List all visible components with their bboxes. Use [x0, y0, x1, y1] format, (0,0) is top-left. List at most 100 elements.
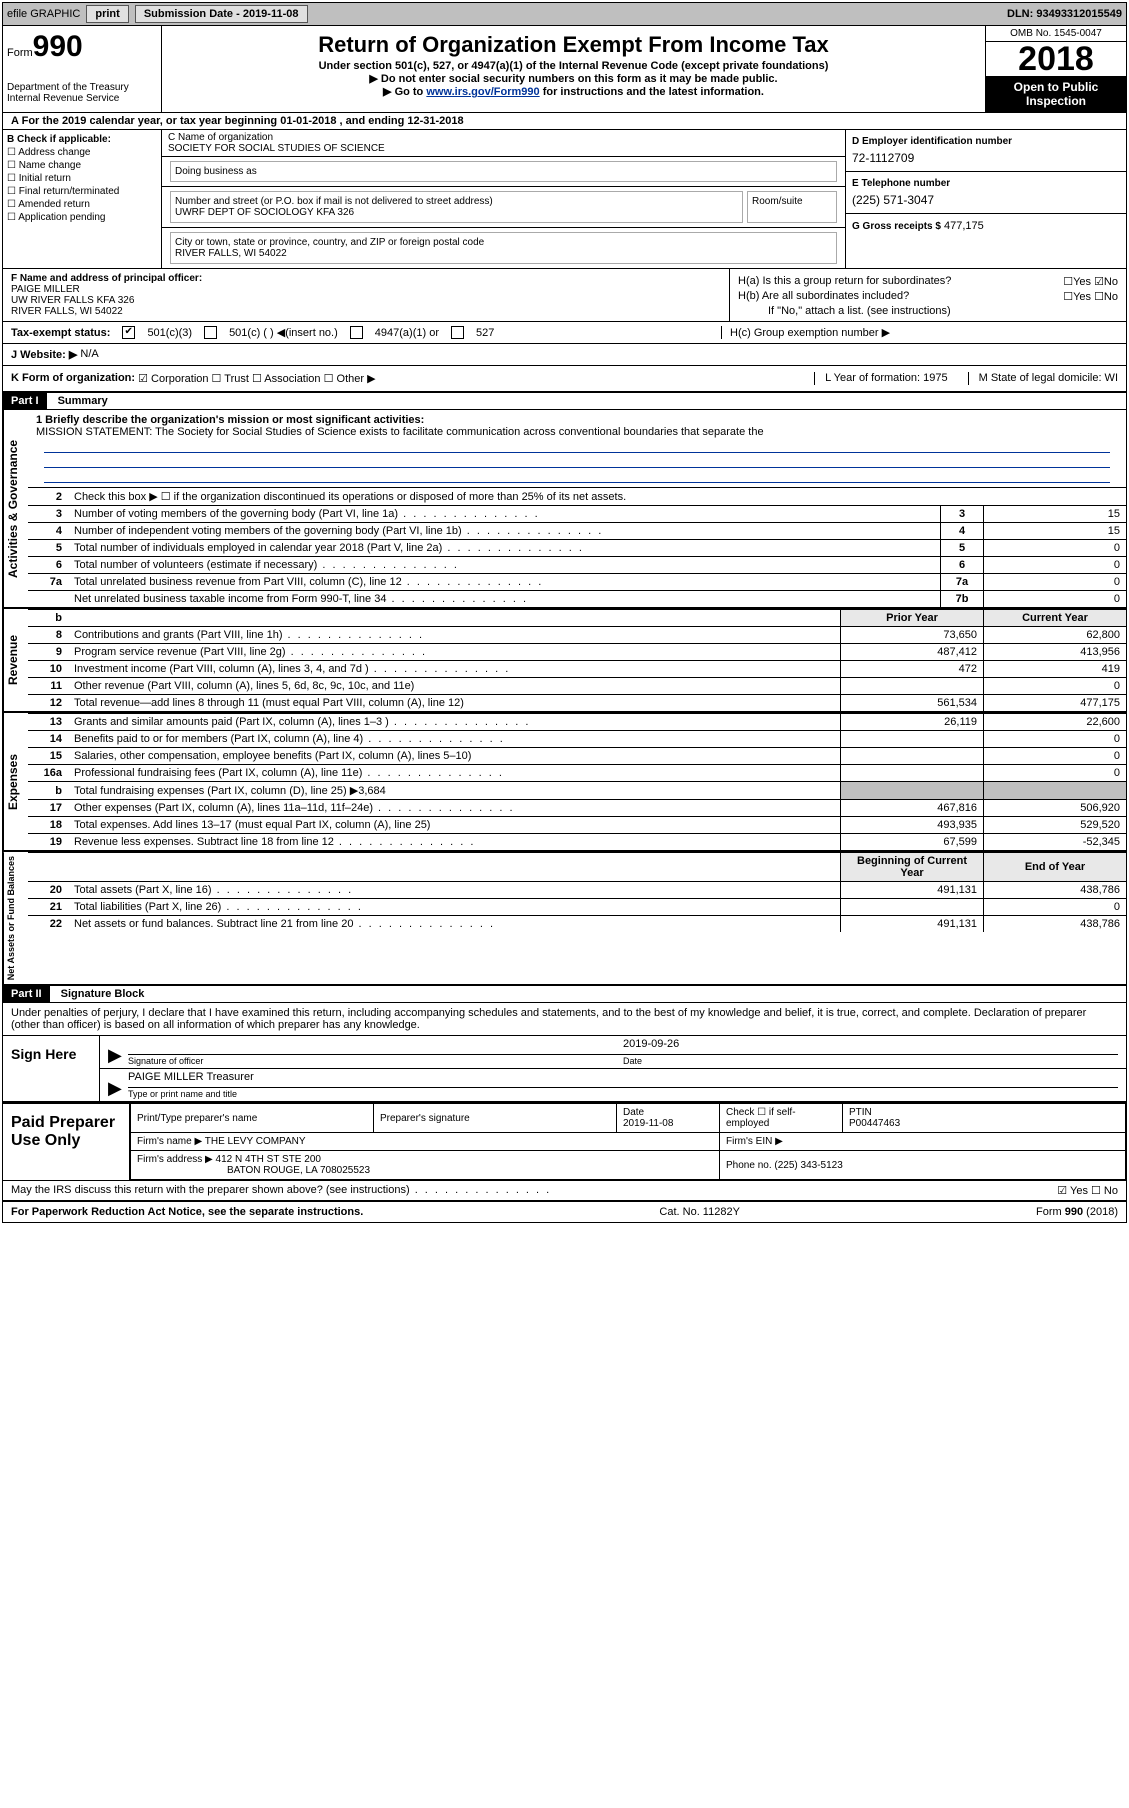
table-row: 6Total number of volunteers (estimate if… [28, 557, 1126, 574]
c-name: SOCIETY FOR SOCIAL STUDIES OF SCIENCE [168, 143, 839, 154]
i-o1: 501(c)(3) [147, 327, 192, 339]
sig-name-label: Type or print name and title [128, 1087, 1118, 1099]
addr-label: Number and street (or P.O. box if mail i… [175, 196, 738, 207]
table-row: 15Salaries, other compensation, employee… [28, 748, 1126, 765]
ha-label: H(a) Is this a group return for subordin… [738, 275, 951, 288]
table-row: 12Total revenue—add lines 8 through 11 (… [28, 695, 1126, 712]
chk-initial[interactable]: Initial return [7, 173, 157, 184]
firm-addr2: BATON ROUGE, LA 708025523 [227, 1165, 370, 1176]
table-row: 20Total assets (Part X, line 16)491,1314… [28, 882, 1126, 899]
rule [44, 438, 1110, 453]
l-year: L Year of formation: 1975 [814, 372, 948, 385]
sign-here: Sign Here [3, 1036, 100, 1101]
prep-date: 2019-11-08 [623, 1118, 673, 1129]
subtitle-2: ▶ Do not enter social security numbers o… [166, 72, 981, 85]
chk-501c3[interactable] [122, 326, 135, 339]
hc-label: H(c) Group exemption number ▶ [721, 326, 1118, 339]
table-row: 17Other expenses (Part IX, column (A), l… [28, 800, 1126, 817]
addr: UWRF DEPT OF SOCIOLOGY KFA 326 [175, 207, 738, 218]
footer-left: For Paperwork Reduction Act Notice, see … [11, 1206, 363, 1218]
sig-officer-label: Signature of officer [128, 1054, 623, 1066]
k-label: K Form of organization: [11, 372, 135, 385]
table-row: 19Revenue less expenses. Subtract line 1… [28, 834, 1126, 851]
table-row: 8Contributions and grants (Part VIII, li… [28, 627, 1126, 644]
ein-label: Firm's EIN ▶ [720, 1133, 1126, 1151]
dba-label: Doing business as [170, 161, 837, 182]
part1-title: Summary [50, 393, 116, 409]
e-label: E Telephone number [852, 178, 1120, 189]
print-button[interactable]: print [86, 5, 128, 23]
i-o4: 527 [476, 327, 494, 339]
table-row: 14Benefits paid to or for members (Part … [28, 731, 1126, 748]
table-row: 16aProfessional fundraising fees (Part I… [28, 765, 1126, 782]
col-prior: Prior Year [841, 610, 984, 627]
submission-date: Submission Date - 2019-11-08 [135, 5, 308, 23]
may-discuss: May the IRS discuss this return with the… [11, 1184, 551, 1197]
footer-right: Form 990 (2018) [1036, 1206, 1118, 1218]
city: RIVER FALLS, WI 54022 [175, 248, 832, 259]
part1-hdr: Part I [3, 393, 47, 409]
hb-yesno: ☐Yes ☐No [1063, 290, 1118, 303]
chk-pending[interactable]: Application pending [7, 212, 157, 223]
ha-yesno: ☐Yes ☑No [1063, 275, 1118, 288]
table-row: bTotal fundraising expenses (Part IX, co… [28, 782, 1126, 800]
sig-date-label: Date [623, 1054, 1118, 1066]
part2-hdr: Part II [3, 986, 50, 1002]
c-name-label: C Name of organization [168, 132, 839, 143]
firm-label: Firm's name ▶ [137, 1136, 202, 1147]
firm-name: THE LEVY COMPANY [205, 1136, 306, 1147]
dept-treasury: Department of the Treasury Internal Reve… [7, 82, 157, 104]
prep-h1: Print/Type preparer's name [131, 1104, 374, 1133]
f-addr1: UW RIVER FALLS KFA 326 [11, 295, 721, 306]
irs-link[interactable]: www.irs.gov/Form990 [426, 86, 539, 98]
chk-527[interactable] [451, 326, 464, 339]
arrow-icon: ▶ [108, 1078, 128, 1099]
e-phone: (225) 571-3047 [852, 193, 1120, 207]
table-row: 18Total expenses. Add lines 13–17 (must … [28, 817, 1126, 834]
vert-net: Net Assets or Fund Balances [3, 852, 28, 984]
phone-label: Phone no. [726, 1160, 772, 1171]
table-row: 13Grants and similar amounts paid (Part … [28, 714, 1126, 731]
dln: DLN: 93493312015549 [1007, 8, 1122, 20]
line1-label: 1 Briefly describe the organization's mi… [36, 414, 1118, 426]
chk-final[interactable]: Final return/terminated [7, 186, 157, 197]
may-yesno: ☑ Yes ☐ No [1057, 1184, 1118, 1197]
b-header: B Check if applicable: [7, 134, 157, 145]
prep-h2: Preparer's signature [374, 1104, 617, 1133]
rule [44, 468, 1110, 483]
hb-note: If "No," attach a list. (see instruction… [738, 305, 1118, 317]
f-label: F Name and address of principal officer: [11, 273, 721, 284]
prep-h3: Date [623, 1107, 644, 1118]
table-row: 7aTotal unrelated business revenue from … [28, 574, 1126, 591]
j-label: J Website: ▶ [11, 348, 77, 361]
line2: Check this box ▶ ☐ if the organization d… [68, 488, 1126, 506]
form-number: 990 [33, 30, 83, 63]
subtitle-1: Under section 501(c), 527, or 4947(a)(1)… [166, 60, 981, 72]
line1-text: MISSION STATEMENT: The Society for Socia… [36, 426, 1118, 438]
table-row: 10Investment income (Part VIII, column (… [28, 661, 1126, 678]
chk-name[interactable]: Name change [7, 160, 157, 171]
g-label: G Gross receipts $ [852, 221, 941, 232]
f-addr2: RIVER FALLS, WI 54022 [11, 306, 721, 317]
table-row: 22Net assets or fund balances. Subtract … [28, 916, 1126, 933]
prep-h5: PTIN [849, 1107, 872, 1118]
j-val: N/A [80, 348, 98, 361]
i-label: Tax-exempt status: [11, 327, 110, 339]
open-public: Open to Public Inspection [986, 76, 1126, 112]
chk-501c[interactable] [204, 326, 217, 339]
ptin: P00447463 [849, 1118, 900, 1129]
k-opts: ☑ Corporation ☐ Trust ☐ Association ☐ Ot… [138, 372, 375, 385]
firm-addr1: 412 N 4TH ST STE 200 [216, 1154, 321, 1165]
chk-address[interactable]: Address change [7, 147, 157, 158]
table-row: 3Number of voting members of the governi… [28, 506, 1126, 523]
vert-governance: Activities & Governance [3, 410, 28, 607]
prep-h4: Check ☐ if self-employed [720, 1104, 843, 1133]
chk-4947[interactable] [350, 326, 363, 339]
vert-expenses: Expenses [3, 713, 28, 850]
table-row: 4Number of independent voting members of… [28, 523, 1126, 540]
tax-year: 2018 [986, 42, 1126, 76]
sig-name: PAIGE MILLER Treasurer [128, 1071, 1118, 1087]
chk-amended[interactable]: Amended return [7, 199, 157, 210]
arrow-icon: ▶ [108, 1045, 128, 1066]
col-end: End of Year [984, 853, 1127, 882]
